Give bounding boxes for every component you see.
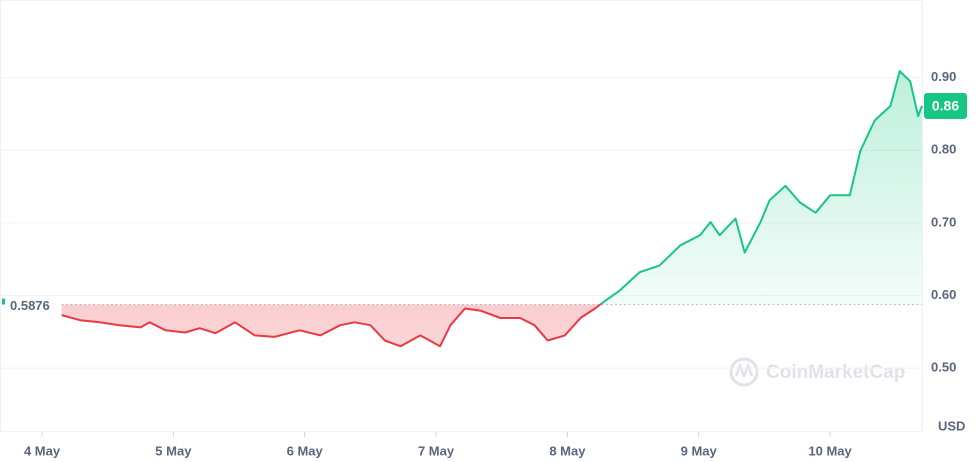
y-tick-label: 0.70 <box>931 214 956 229</box>
x-tick-label: 5 May <box>155 443 192 458</box>
y-tick-label: 0.60 <box>931 287 956 302</box>
y-tick-label: 0.50 <box>931 360 956 375</box>
x-tick-label: 7 May <box>418 443 455 458</box>
last-price-label: 0.86 <box>932 98 959 114</box>
watermark: CoinMarketCap <box>729 357 905 387</box>
x-tick-label: 8 May <box>549 443 586 458</box>
x-tick-label: 10 May <box>808 443 852 458</box>
x-tick-label: 4 May <box>24 443 61 458</box>
y-tick-label: 0.90 <box>931 69 956 84</box>
x-tick-label: 9 May <box>681 443 718 458</box>
y-tick-label: 0.80 <box>931 142 956 157</box>
price-area <box>61 71 922 347</box>
watermark-text: CoinMarketCap <box>766 362 905 383</box>
last-price-tag <box>924 92 967 119</box>
x-tick-label: 6 May <box>287 443 324 458</box>
baseline-label: 0.5876 <box>10 298 50 313</box>
baseline-marker <box>2 298 5 305</box>
plot-frame <box>0 0 923 432</box>
price-line <box>61 70 923 348</box>
y-unit: USD <box>938 418 965 433</box>
